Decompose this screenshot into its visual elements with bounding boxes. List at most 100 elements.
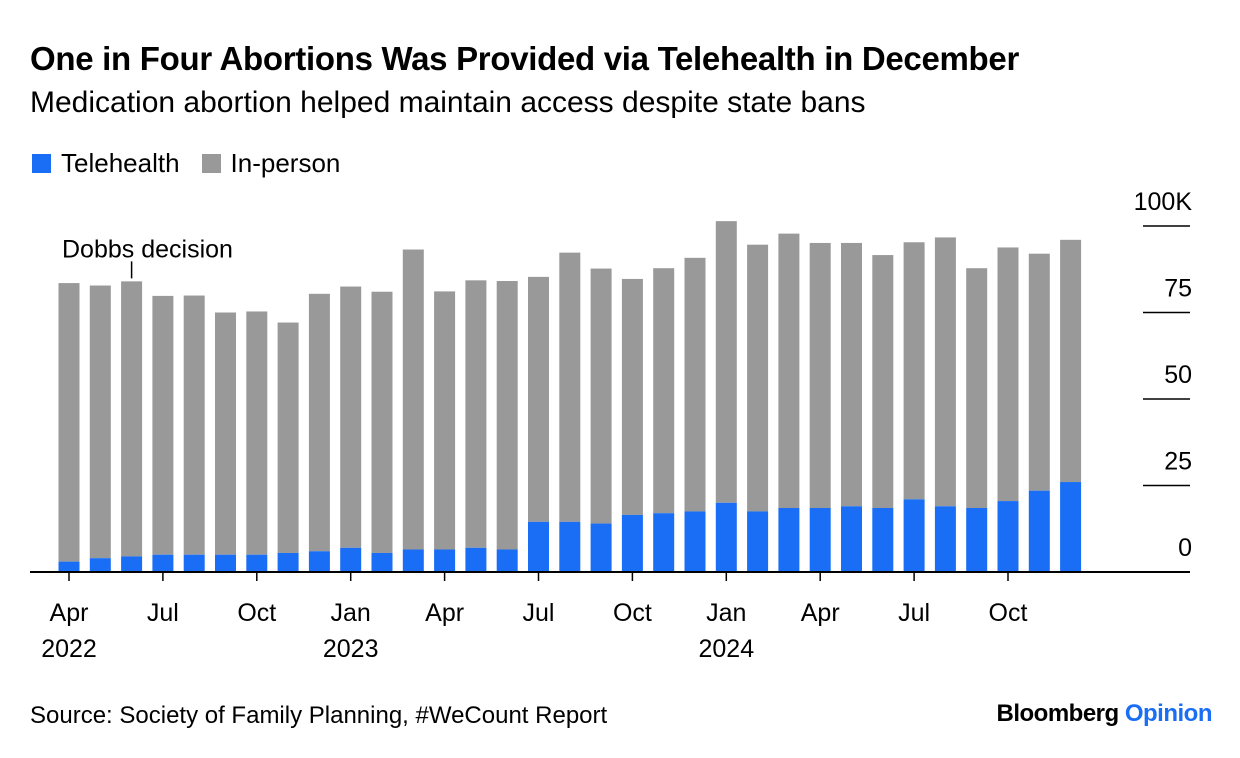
bar-telehealth-2023-02 — [371, 552, 393, 572]
bar-in-person-2023-05 — [465, 280, 487, 548]
x-tick-label-12: Apr — [425, 599, 464, 627]
legend-swatch-in-person — [201, 154, 221, 173]
brand-main: Bloomberg — [996, 700, 1120, 727]
bar-telehealth-2024-08 — [934, 506, 956, 572]
brand-accent: Opinion — [1124, 700, 1213, 727]
bar-in-person-2022-05 — [89, 285, 111, 559]
x-year-label-2023: 2023 — [323, 635, 379, 663]
bar-in-person-2022-06 — [121, 281, 143, 557]
legend-item-in-person: In-person — [201, 148, 341, 179]
bar-in-person-2023-08 — [559, 252, 581, 522]
bar-telehealth-2022-08 — [183, 554, 205, 572]
bar-telehealth-2023-06 — [496, 549, 518, 572]
bar-telehealth-2023-12 — [684, 511, 706, 572]
bar-in-person-2023-06 — [496, 281, 518, 550]
bar-in-person-2023-04 — [434, 291, 456, 550]
chart-title: One in Four Abortions Was Provided via T… — [30, 40, 1020, 77]
bar-in-person-2024-06 — [872, 255, 894, 508]
y-tick-label-100: 100K — [1134, 188, 1193, 216]
bar-telehealth-2022-12 — [308, 551, 330, 572]
bar-in-person-2023-11 — [653, 268, 675, 514]
legend-label-telehealth: Telehealth — [61, 148, 180, 178]
bar-in-person-2024-10 — [997, 247, 1019, 502]
bar-in-person-2022-11 — [277, 322, 299, 553]
brand-logo: Bloomberg Opinion — [997, 700, 1213, 728]
bar-in-person-2022-09 — [215, 312, 236, 555]
legend-swatch-telehealth — [32, 154, 51, 173]
annotation-dobbs-decision: Dobbs decision — [62, 235, 233, 263]
bar-in-person-2022-10 — [246, 311, 268, 555]
bar-telehealth-2023-09 — [590, 523, 612, 572]
bar-telehealth-2024-07 — [903, 499, 925, 572]
bar-telehealth-2022-11 — [277, 552, 299, 572]
x-year-label-2024: 2024 — [698, 635, 754, 663]
bar-in-person-2024-12 — [1060, 239, 1082, 483]
x-tick-label-15: Jul — [523, 599, 555, 627]
bar-in-person-2022-07 — [152, 295, 174, 555]
x-tick-label-24: Apr — [801, 599, 840, 627]
legend-item-telehealth: Telehealth — [32, 148, 180, 179]
x-tick-label-0: Apr — [50, 599, 89, 627]
x-tick-label-27: Jul — [898, 599, 930, 627]
bar-in-person-2023-09 — [590, 268, 612, 524]
bar-in-person-2024-11 — [1028, 253, 1050, 491]
bar-in-person-2024-09 — [966, 268, 988, 508]
bar-telehealth-2022-10 — [246, 554, 268, 572]
bar-telehealth-2023-07 — [528, 521, 549, 572]
bar-in-person-2022-04 — [58, 283, 80, 562]
bar-in-person-2023-10 — [621, 278, 643, 515]
bar-in-person-2023-01 — [340, 286, 362, 548]
bar-in-person-2024-01 — [715, 221, 737, 503]
bar-in-person-2024-05 — [841, 242, 862, 507]
bar-telehealth-2023-03 — [402, 549, 424, 572]
bar-telehealth-2024-09 — [966, 507, 988, 572]
bar-telehealth-2023-01 — [340, 547, 362, 572]
bar-telehealth-2024-05 — [841, 506, 862, 572]
bar-telehealth-2024-03 — [778, 507, 800, 572]
bar-in-person-2023-12 — [684, 257, 706, 512]
bar-in-person-2023-02 — [371, 291, 393, 553]
bar-telehealth-2024-10 — [997, 501, 1019, 572]
legend-label-in-person: In-person — [230, 148, 341, 178]
y-tick-label-75: 75 — [1164, 275, 1192, 303]
bar-telehealth-2024-02 — [747, 511, 769, 572]
x-tick-label-9: Jan — [331, 599, 371, 627]
bar-telehealth-2022-06 — [121, 556, 143, 572]
bar-telehealth-2022-04 — [58, 561, 80, 572]
bar-telehealth-2024-04 — [809, 507, 831, 572]
y-tick-label-50: 50 — [1164, 361, 1192, 389]
bar-telehealth-2023-10 — [621, 514, 643, 572]
bar-in-person-2024-02 — [747, 244, 769, 512]
bar-telehealth-2023-11 — [653, 513, 675, 572]
chart-subtitle: Medication abortion helped maintain acce… — [30, 86, 866, 119]
y-tick-label-25: 25 — [1164, 448, 1192, 476]
bar-telehealth-2024-01 — [715, 502, 737, 572]
x-year-label-2022: 2022 — [41, 635, 97, 663]
bar-in-person-2024-03 — [778, 233, 800, 508]
bar-telehealth-2023-05 — [465, 547, 487, 572]
x-tick-label-3: Jul — [147, 599, 179, 627]
x-tick-label-30: Oct — [989, 599, 1028, 627]
bar-telehealth-2023-04 — [434, 549, 456, 572]
bar-telehealth-2023-08 — [559, 521, 581, 572]
legend: Telehealth In-person — [32, 148, 362, 179]
x-tick-label-6: Oct — [237, 599, 276, 627]
bar-in-person-2022-08 — [183, 295, 205, 555]
bar-in-person-2024-08 — [934, 237, 956, 507]
source-note: Source: Society of Family Planning, #WeC… — [30, 702, 608, 729]
bar-in-person-2023-03 — [402, 249, 424, 550]
x-tick-label-21: Jan — [706, 599, 746, 627]
bar-telehealth-2022-09 — [215, 554, 236, 572]
bar-telehealth-2022-07 — [152, 554, 174, 572]
bar-in-person-2022-12 — [308, 293, 330, 552]
bar-telehealth-2022-05 — [89, 558, 111, 572]
bar-in-person-2023-07 — [528, 276, 549, 522]
y-tick-label-0: 0 — [1178, 534, 1192, 562]
bar-telehealth-2024-11 — [1028, 490, 1050, 572]
bar-telehealth-2024-12 — [1060, 482, 1082, 572]
bar-in-person-2024-07 — [903, 242, 925, 500]
x-tick-label-18: Oct — [613, 599, 652, 627]
bar-in-person-2024-04 — [809, 242, 831, 508]
bar-telehealth-2024-06 — [872, 507, 894, 572]
